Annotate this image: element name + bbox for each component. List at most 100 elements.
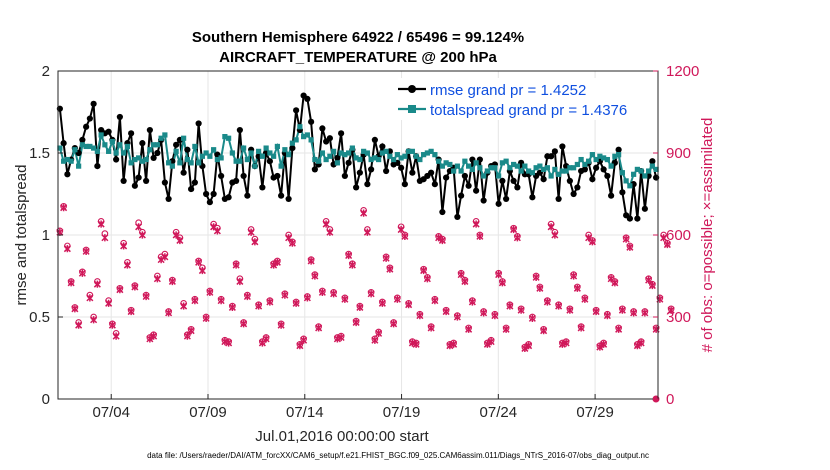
spread-point: [293, 137, 299, 143]
obs-assimilated-point: [573, 284, 581, 292]
spread-point: [398, 155, 404, 161]
obs-assimilated-point: [176, 236, 184, 245]
rmse-point: [116, 113, 123, 121]
obs-assimilated-point: [480, 309, 488, 317]
obs-assimilated-point: [180, 302, 188, 310]
y-tick-label-left: 1.5: [29, 145, 50, 162]
spread-point: [646, 168, 652, 174]
spread-point: [143, 156, 149, 163]
rmse-point: [139, 140, 146, 147]
spread-point: [544, 165, 550, 171]
obs-assimilated-point: [618, 306, 626, 314]
obs-assimilated-point: [273, 258, 281, 266]
obs-assimilated-point: [465, 325, 473, 333]
rmse-point: [634, 215, 641, 222]
obs-assimilated-point: [423, 275, 431, 283]
obs-assimilated-point: [311, 272, 319, 280]
spread-point: [334, 160, 340, 166]
obs-assimilated-point: [660, 234, 668, 242]
obs-assimilated-point: [566, 306, 574, 314]
rmse-point: [154, 149, 161, 157]
y-tick-label-left: 1: [42, 227, 50, 244]
obs-assimilated-point: [615, 325, 623, 333]
obs-assimilated-point: [648, 281, 656, 290]
rmse-point: [443, 174, 450, 181]
rmse-point: [551, 148, 558, 155]
rmse-point: [259, 184, 266, 191]
obs-assimilated-point: [183, 332, 191, 340]
spread-point: [357, 156, 363, 163]
legend-box: [396, 78, 648, 120]
spread-point: [526, 168, 532, 174]
obs-assimilated-point: [67, 279, 75, 287]
legend-spread-marker: [408, 105, 416, 113]
spread-point: [214, 156, 220, 163]
spread-point: [417, 156, 423, 163]
obs-assimilated-point: [262, 335, 270, 343]
rmse-point: [161, 179, 168, 186]
spread-point: [368, 156, 374, 163]
spread-point: [342, 152, 348, 158]
spread-point: [424, 150, 430, 156]
obs-assimilated-point: [393, 295, 401, 303]
spread-point: [608, 163, 614, 169]
rmse-point: [293, 107, 300, 114]
spread-point: [353, 155, 359, 161]
rmse-point: [641, 205, 648, 212]
rmse-point: [131, 182, 138, 189]
spread-point: [409, 148, 415, 154]
obs-assimilated-point: [341, 295, 349, 303]
rmse-point: [600, 166, 607, 173]
obs-assimilated-point: [592, 307, 600, 316]
spread-point: [267, 150, 273, 156]
spread-point: [76, 163, 82, 169]
obs-assimilated-point: [645, 276, 653, 284]
obs-assimilated-point: [131, 283, 139, 291]
obs-assimilated-point: [450, 340, 458, 348]
rmse-point: [311, 166, 318, 173]
obs-assimilated-point: [75, 321, 83, 329]
rmse-point: [304, 95, 311, 102]
rmse-point: [128, 130, 135, 137]
obs-assimilated-point: [405, 301, 413, 309]
spread-point: [593, 156, 599, 163]
spread-point: [447, 161, 453, 168]
obs-assimilated-point: [540, 327, 548, 335]
spread-point: [631, 171, 637, 177]
obs-assimilated-point: [285, 234, 293, 242]
obs-assimilated-point: [416, 312, 424, 320]
obs-assimilated-point: [528, 314, 536, 322]
rmse-point: [495, 200, 502, 207]
obs-assimilated-point: [307, 257, 315, 265]
spread-point: [87, 143, 93, 150]
spread-point: [649, 163, 655, 169]
rmse-point: [566, 177, 573, 184]
spread-point: [518, 168, 524, 174]
spread-point: [597, 153, 603, 159]
spread-point: [413, 153, 419, 159]
obs-assimilated-point: [532, 273, 540, 281]
obs-assimilated-point: [90, 316, 98, 324]
spread-point: [312, 156, 318, 163]
rmse-point: [428, 169, 435, 176]
obs-assimilated-point: [326, 228, 334, 236]
spread-point: [57, 145, 63, 151]
spread-point: [548, 173, 554, 179]
obs-assimilated-point: [82, 247, 90, 255]
obs-assimilated-point: [318, 288, 326, 296]
obs-assimilated-point: [120, 242, 128, 250]
spread-point: [184, 156, 190, 163]
obs-assimilated-point: [487, 338, 495, 346]
obs-assimilated-point: [78, 269, 86, 277]
rmse-point: [398, 164, 405, 171]
spread-point: [394, 152, 400, 158]
spread-point: [503, 158, 509, 164]
obs-count-series: [56, 202, 675, 403]
spread-point: [102, 142, 108, 148]
rmse-point: [353, 184, 360, 191]
rmse-point: [371, 136, 378, 143]
obs-assimilated-point: [397, 225, 405, 234]
obs-assimilated-point: [135, 223, 143, 231]
spread-point: [507, 165, 513, 171]
spread-point: [117, 142, 123, 148]
